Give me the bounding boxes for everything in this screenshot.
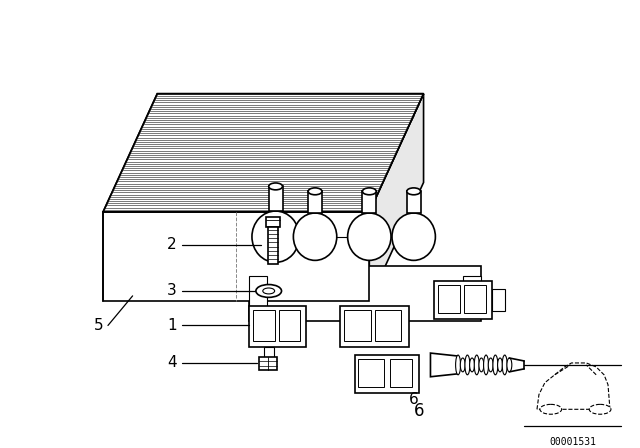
Ellipse shape xyxy=(488,358,493,372)
Bar xyxy=(464,285,486,313)
Polygon shape xyxy=(249,276,267,310)
Ellipse shape xyxy=(269,183,282,190)
Ellipse shape xyxy=(540,405,562,414)
Ellipse shape xyxy=(479,358,484,372)
Bar xyxy=(268,227,278,264)
Text: 1: 1 xyxy=(168,318,177,333)
Ellipse shape xyxy=(507,358,512,372)
Bar xyxy=(438,285,460,313)
Ellipse shape xyxy=(502,355,507,375)
Ellipse shape xyxy=(484,355,488,375)
Polygon shape xyxy=(431,353,458,377)
Ellipse shape xyxy=(308,188,322,195)
Bar xyxy=(340,306,409,347)
Bar xyxy=(355,355,419,392)
Ellipse shape xyxy=(465,355,470,375)
Ellipse shape xyxy=(493,355,498,375)
Ellipse shape xyxy=(470,358,474,372)
Ellipse shape xyxy=(407,188,420,195)
Polygon shape xyxy=(537,363,610,409)
Polygon shape xyxy=(103,212,369,301)
Polygon shape xyxy=(492,289,506,310)
Ellipse shape xyxy=(589,405,611,414)
Ellipse shape xyxy=(252,211,300,263)
Bar xyxy=(375,310,401,341)
Ellipse shape xyxy=(293,213,337,260)
Text: 2: 2 xyxy=(168,237,177,252)
Text: 5: 5 xyxy=(93,318,103,333)
Text: 6: 6 xyxy=(409,392,419,407)
Ellipse shape xyxy=(460,358,465,372)
Text: 4: 4 xyxy=(168,355,177,370)
Bar xyxy=(249,306,306,347)
Bar xyxy=(435,281,492,319)
Bar xyxy=(390,359,412,387)
Polygon shape xyxy=(264,347,274,362)
Text: 00001531: 00001531 xyxy=(549,437,596,447)
Bar xyxy=(362,191,376,213)
Bar xyxy=(407,191,420,213)
Ellipse shape xyxy=(362,188,376,195)
Bar xyxy=(358,359,384,387)
Ellipse shape xyxy=(263,288,275,294)
Polygon shape xyxy=(103,94,424,212)
Polygon shape xyxy=(369,94,424,301)
Bar xyxy=(344,310,371,341)
Bar xyxy=(266,217,280,227)
Bar xyxy=(249,266,481,320)
Ellipse shape xyxy=(392,213,435,260)
Ellipse shape xyxy=(348,213,391,260)
Bar xyxy=(308,191,322,213)
Bar xyxy=(259,357,276,370)
Text: 3: 3 xyxy=(167,284,177,298)
Ellipse shape xyxy=(256,284,282,297)
Bar xyxy=(253,310,275,341)
Ellipse shape xyxy=(456,355,461,375)
Polygon shape xyxy=(463,276,481,310)
Text: 6: 6 xyxy=(413,402,424,420)
Ellipse shape xyxy=(474,355,479,375)
Bar xyxy=(269,186,282,211)
Ellipse shape xyxy=(497,358,502,372)
Bar xyxy=(278,310,300,341)
